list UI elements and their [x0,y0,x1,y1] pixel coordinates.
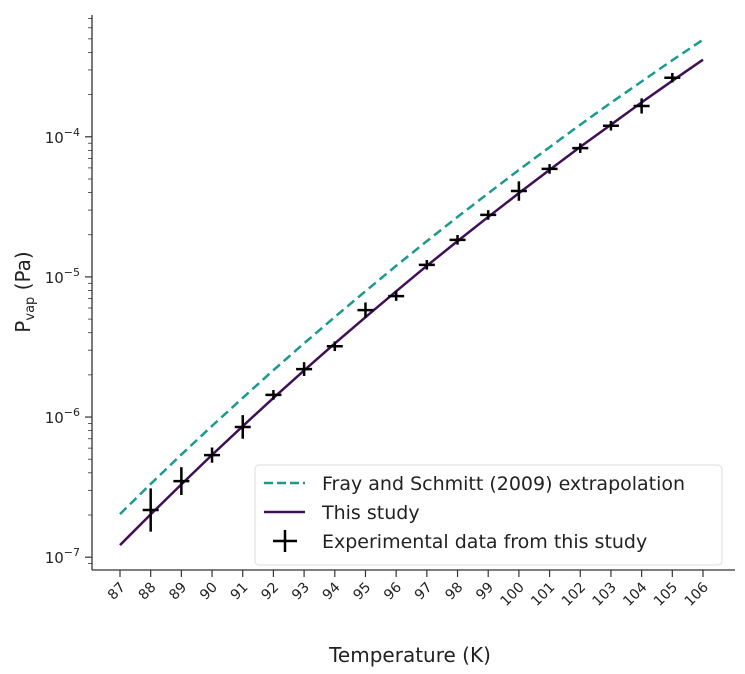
x-tick-label: 104 [620,579,650,609]
x-tick-label: 102 [559,580,589,610]
data-point [173,467,190,496]
x-axis-label: Temperature (K) [328,643,491,667]
data-point [234,415,251,439]
data-point [265,390,282,400]
x-tick-label: 105 [651,580,681,610]
x-tick-label: 100 [498,580,528,610]
x-tick-label: 92 [258,580,282,604]
x-tick-label: 101 [528,580,558,610]
x-tick-label: 99 [473,580,497,604]
x-tick-label: 89 [166,580,190,604]
legend-swatch-experimental [273,530,297,552]
legend-frame [254,464,723,566]
legend-label-experimental: Experimental data from this study [322,531,647,553]
data-point [388,291,405,301]
data-point [510,181,527,201]
y-tick-label: 10−5 [45,266,80,287]
data-point [142,488,159,532]
y-axis-label: Pvap (Pa) [11,251,38,332]
plot-area [119,38,704,546]
series-line-fray [119,38,704,515]
x-tick-label: 98 [442,580,466,604]
y-tick-label: 10−4 [45,126,80,147]
x-tick-label: 96 [381,579,405,603]
data-point [418,260,435,270]
y-tick-label: 10−7 [45,546,80,567]
x-tick-label: 103 [590,580,620,610]
legend-label-fray: Fray and Schmitt (2009) extrapolation [322,473,685,495]
legend-label-this-study: This study [321,502,420,524]
legend: Fray and Schmitt (2009) extrapolation Th… [254,464,723,566]
x-tick-label: 91 [228,580,252,604]
x-tick-label: 95 [350,580,374,604]
data-point [204,447,221,463]
data-point [296,362,313,376]
data-point [449,235,466,245]
data-point [541,164,558,174]
y-tick-label: 10−6 [45,406,80,427]
x-tick-label: 88 [136,580,160,604]
x-tick-label: 94 [320,579,344,603]
data-point [602,120,619,131]
series-line-this-study [119,58,704,546]
x-tick-label: 90 [197,580,221,604]
data-point [326,341,343,352]
x-tick-label: 106 [682,579,712,609]
x-tick-label: 93 [289,580,313,604]
x-tick-label: 87 [105,580,129,604]
data-point [664,72,681,83]
data-point [633,98,650,114]
data-point [480,210,497,220]
data-point [357,302,374,318]
data-point [572,143,589,153]
x-tick-label: 97 [412,580,436,604]
